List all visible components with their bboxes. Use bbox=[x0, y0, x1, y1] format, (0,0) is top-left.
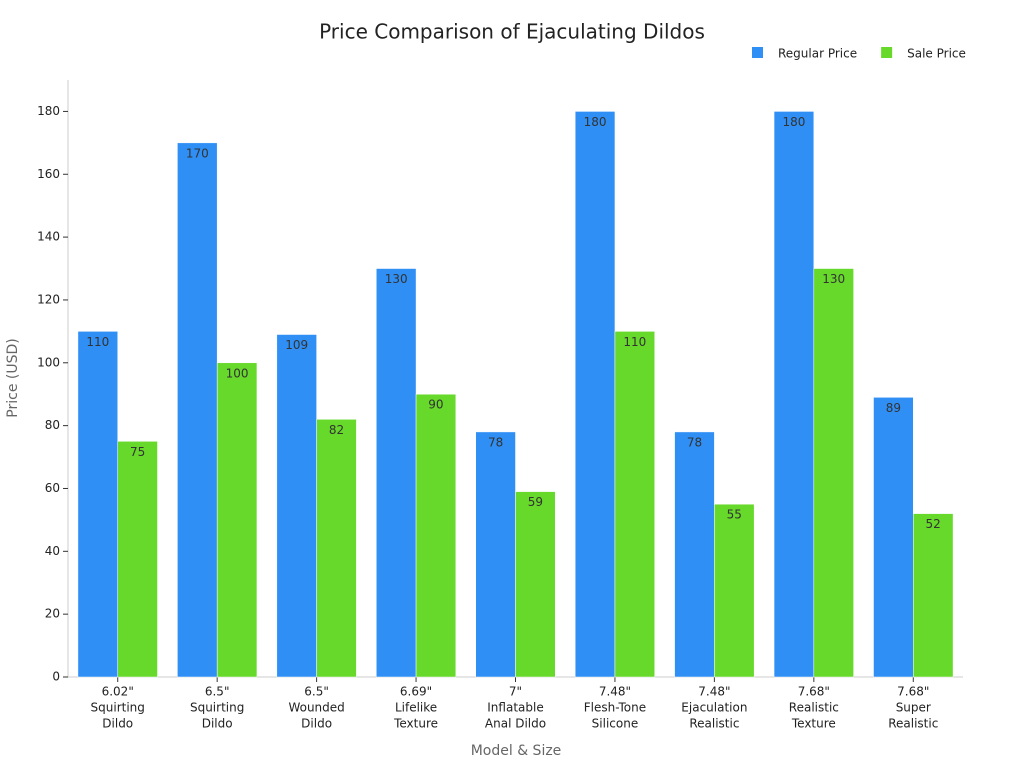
legend-label: Regular Price bbox=[778, 47, 857, 61]
x-axis-label: Model & Size bbox=[471, 743, 562, 759]
bar bbox=[117, 441, 158, 678]
y-tick-label: 0 bbox=[52, 670, 60, 684]
x-tick-label: Super bbox=[896, 701, 931, 715]
bar bbox=[77, 331, 118, 678]
y-tick-label: 140 bbox=[37, 230, 60, 244]
y-tick-label: 120 bbox=[37, 292, 60, 306]
value-label: 170 bbox=[186, 146, 209, 160]
value-label: 52 bbox=[926, 517, 941, 531]
bar bbox=[216, 362, 258, 678]
x-tick-label: Inflatable bbox=[487, 701, 543, 715]
bar bbox=[773, 111, 815, 678]
y-tick-label: 100 bbox=[37, 355, 60, 369]
x-tick-label: Texture bbox=[393, 717, 438, 731]
x-tick-label: 7.48" bbox=[599, 685, 631, 699]
x-tick-label: Anal Dildo bbox=[485, 717, 546, 731]
value-label: 180 bbox=[782, 115, 805, 129]
bar bbox=[276, 334, 317, 678]
x-tick-label: 6.5" bbox=[205, 685, 230, 699]
x-tick-label: Texture bbox=[791, 717, 836, 731]
value-label: 110 bbox=[623, 335, 646, 349]
value-label: 55 bbox=[727, 508, 742, 522]
y-tick-label: 40 bbox=[45, 544, 60, 558]
bar bbox=[714, 503, 755, 678]
bar bbox=[515, 491, 556, 678]
y-axis-label: Price (USD) bbox=[5, 338, 21, 417]
x-tick-label: Flesh-Tone bbox=[584, 701, 646, 715]
value-label: 59 bbox=[528, 495, 543, 509]
legend-swatch bbox=[881, 47, 893, 58]
x-tick-label: 6.02" bbox=[102, 685, 134, 699]
value-label: 130 bbox=[385, 272, 408, 286]
x-tick-label: Realistic bbox=[689, 717, 739, 731]
value-label: 82 bbox=[329, 423, 344, 437]
x-tick-label: Realistic bbox=[789, 701, 839, 715]
x-tick-label: 7.48" bbox=[698, 685, 730, 699]
x-tick-label: 6.69" bbox=[400, 685, 432, 699]
x-tick-label: Lifelike bbox=[395, 701, 437, 715]
x-tick-label: Wounded bbox=[288, 701, 344, 715]
bar bbox=[913, 513, 954, 678]
legend-label: Sale Price bbox=[907, 47, 966, 61]
value-label: 100 bbox=[226, 366, 249, 380]
bar bbox=[873, 397, 914, 678]
value-label: 90 bbox=[428, 398, 443, 412]
value-label: 180 bbox=[584, 115, 607, 129]
bar bbox=[475, 431, 516, 678]
y-tick-label: 160 bbox=[37, 167, 60, 181]
bar bbox=[415, 393, 457, 678]
value-label: 78 bbox=[687, 435, 702, 449]
x-tick-label: 7.68" bbox=[798, 685, 830, 699]
x-tick-label: Dildo bbox=[102, 717, 133, 731]
value-label: 130 bbox=[822, 272, 845, 286]
x-tick-label: Silicone bbox=[592, 717, 639, 731]
bar bbox=[674, 431, 715, 678]
bar bbox=[316, 419, 357, 678]
legend-swatch bbox=[752, 47, 763, 58]
x-tick-label: Squirting bbox=[91, 701, 145, 715]
value-label: 75 bbox=[130, 445, 145, 459]
bar bbox=[376, 268, 417, 678]
x-tick-label: Dildo bbox=[301, 717, 332, 731]
value-label: 78 bbox=[488, 435, 503, 449]
x-tick-label: Realistic bbox=[888, 717, 938, 731]
bar bbox=[614, 331, 655, 678]
y-tick-label: 20 bbox=[45, 607, 60, 621]
bar bbox=[177, 142, 218, 678]
y-tick-label: 180 bbox=[37, 104, 60, 118]
value-label: 89 bbox=[886, 401, 901, 415]
x-tick-label: 7" bbox=[509, 685, 522, 699]
x-tick-label: 7.68" bbox=[897, 685, 929, 699]
bar bbox=[813, 268, 854, 678]
y-tick-label: 80 bbox=[45, 418, 60, 432]
value-label: 109 bbox=[285, 338, 308, 352]
x-tick-label: Dildo bbox=[202, 717, 233, 731]
value-label: 110 bbox=[86, 335, 109, 349]
chart-title: Price Comparison of Ejaculating Dildos bbox=[319, 20, 705, 44]
x-tick-label: Squirting bbox=[190, 701, 244, 715]
x-tick-label: 6.5" bbox=[304, 685, 329, 699]
y-tick-label: 60 bbox=[45, 481, 60, 495]
x-tick-label: Ejaculation bbox=[681, 701, 747, 715]
bar bbox=[574, 111, 616, 678]
